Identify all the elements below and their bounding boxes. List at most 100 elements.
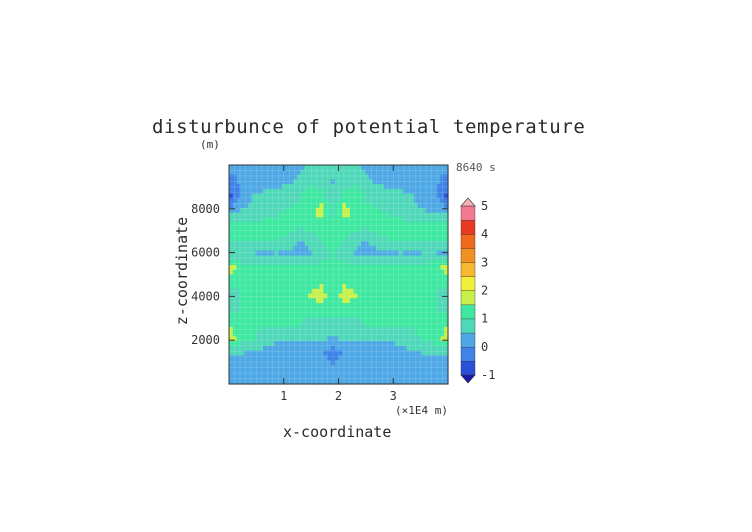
heatmap-cell [440,284,445,290]
heatmap-cell [319,336,324,342]
heatmap-cell [429,279,434,285]
heatmap-cell [240,307,245,314]
heatmap-cell [380,174,385,180]
heatmap-cell [425,226,430,233]
heatmap-cell [251,236,257,242]
heatmap-cell [244,203,249,209]
colorbar-label: 3 [481,255,488,269]
heatmap-cell [342,288,347,295]
heatmap-cell [293,345,298,352]
heatmap-cell [240,322,245,328]
heatmap-cell [368,360,374,366]
heatmap-cell [349,331,355,337]
heatmap-cell [330,264,336,271]
heatmap-cell [244,188,249,195]
heatmap-cell [247,236,253,242]
heatmap-cell [312,317,317,323]
heatmap-cell [330,284,336,290]
heatmap-cell [444,193,449,199]
heatmap-cell [398,188,404,195]
heatmap-cell [285,364,291,371]
heatmap-cell [285,217,291,223]
heatmap-cell [410,188,415,195]
heatmap-cell [338,341,343,347]
heatmap-cell [376,288,381,295]
heatmap-cell [353,298,358,304]
heatmap-cell [285,279,291,285]
colorbar-label: -1 [481,368,495,382]
heatmap-cell [353,288,358,295]
heatmap-cell [440,222,445,228]
heatmap-cell [387,174,392,180]
heatmap-cell [240,269,245,276]
heatmap-cell [293,255,298,261]
heatmap-cell [380,374,385,380]
heatmap-cell [330,350,336,357]
heatmap-cell [395,174,400,180]
heatmap-cell [278,250,283,257]
heatmap-cell [444,212,449,218]
heatmap-cell [251,331,257,337]
heatmap-cell [432,231,438,238]
heatmap-cell [281,245,287,252]
heatmap-cell [398,165,404,171]
heatmap-cell [391,236,396,242]
heatmap-cell [361,174,366,180]
heatmap-cell [266,241,272,247]
heatmap-cell [391,317,396,323]
heatmap-cell [368,241,374,247]
heatmap-cell [395,350,400,357]
heatmap-cell [387,288,392,295]
heatmap-cell [274,226,279,233]
heatmap-cell [432,331,438,337]
heatmap-cell [402,169,408,176]
heatmap-cell [308,212,313,218]
heatmap-cell [364,341,370,347]
heatmap-cell [429,226,434,233]
heatmap-cell [262,226,268,233]
heatmap-cell [414,355,419,361]
heatmap-cell [296,326,302,333]
heatmap-cell [319,179,324,185]
heatmap-cell [353,307,358,314]
heatmap-cell [229,322,234,328]
heatmap-cell [255,374,260,380]
heatmap-cell [421,341,426,347]
heatmap-cell [259,374,264,380]
heatmap-cell [436,369,442,376]
heatmap-cell [361,222,366,228]
heatmap-cell [338,236,343,242]
heatmap-cell [383,336,389,342]
heatmap-cell [308,322,313,328]
heatmap-cell [395,312,400,318]
heatmap-cell [274,188,279,195]
heatmap-cell [296,193,302,199]
heatmap-cell [240,364,245,371]
heatmap-cell [315,260,321,266]
heatmap-cell [364,179,370,185]
heatmap-cell [315,269,321,276]
heatmap-cell [357,307,362,314]
heatmap-cell [262,369,268,376]
heatmap-cell [270,274,275,280]
heatmap-cell [330,174,336,180]
heatmap-cell [414,364,419,371]
heatmap-cell [346,250,351,257]
heatmap-cell [278,364,283,371]
heatmap-cell [293,212,298,218]
heatmap-cell [338,326,343,333]
heatmap-cell [383,312,389,318]
heatmap-cell [300,336,306,342]
heatmap-cell [406,255,411,261]
heatmap-cell [414,212,419,218]
heatmap-cell [376,303,381,309]
heatmap-cell [312,260,317,266]
heatmap-cell [281,236,287,242]
heatmap-cell [281,250,287,257]
heatmap-cell [383,264,389,271]
heatmap-cell [232,364,238,371]
heatmap-cell [353,355,358,361]
heatmap-cell [278,179,283,185]
heatmap-cell [330,231,336,238]
heatmap-cell [402,264,408,271]
